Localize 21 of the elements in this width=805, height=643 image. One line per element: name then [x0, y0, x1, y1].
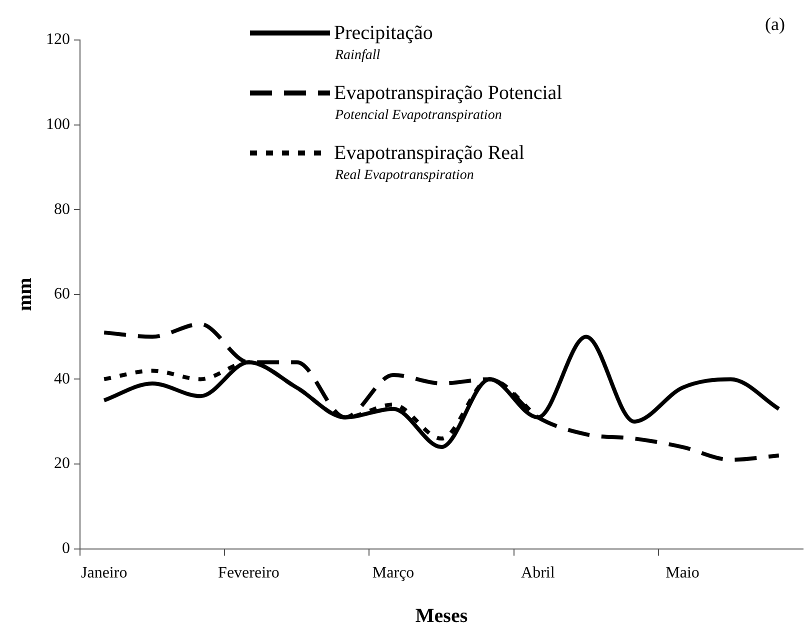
annotation: Rainfall: [335, 48, 382, 65]
x-tick-label: Maio: [666, 564, 700, 582]
annotation: Real Evapotranspiration: [335, 168, 475, 185]
y-tick-label: 120: [46, 31, 70, 48]
annotation: Potencial Evapotranspiration: [335, 108, 503, 125]
legend-label: Evapotranspiração Real: [334, 142, 524, 164]
y-tick-label: 40: [54, 370, 70, 388]
y-tick-label: 60: [54, 286, 70, 303]
x-tick-label: Fevereiro: [218, 564, 280, 582]
x-tick-label: Janeiro: [81, 564, 128, 582]
legend-label: Evapotranspiração Potencial: [334, 82, 562, 104]
y-axis-title: mm: [14, 277, 36, 312]
y-tick-label: 100: [46, 116, 70, 134]
text: (a): [765, 14, 785, 35]
x-axis-title: Meses: [415, 605, 468, 628]
y-tick-label: 20: [54, 455, 70, 472]
x-tick-label: Março: [372, 564, 414, 582]
y-tick-label: 0: [62, 540, 70, 558]
y-tick-label: 80: [54, 200, 70, 218]
x-tick-label: Abril: [521, 564, 556, 582]
legend-label: Precipitação: [334, 22, 433, 44]
